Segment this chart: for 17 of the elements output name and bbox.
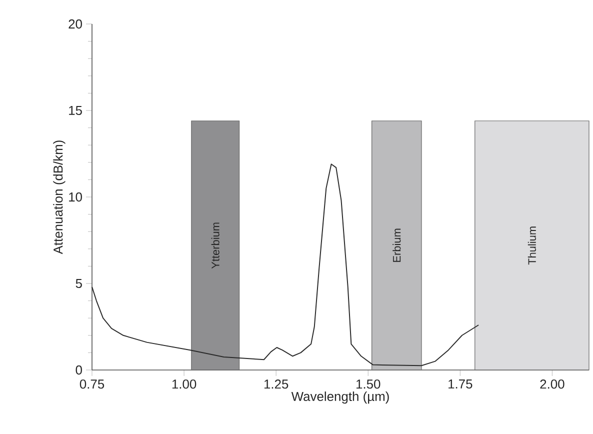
x-tick-label: 1.25 — [264, 380, 288, 389]
x-axis-title: Wavelength (µm) — [291, 392, 389, 404]
x-tick-label: 1.75 — [448, 380, 472, 389]
x-tick-label: 2.00 — [540, 380, 564, 389]
line-series — [92, 164, 480, 366]
y-tick-label: 5 — [76, 278, 82, 288]
band-label: Thulium — [528, 226, 536, 265]
x-tick-label: 1.50 — [356, 380, 380, 389]
y-tick-label: 20 — [68, 19, 82, 29]
y-axis-title: Attenuation (dB/km) — [53, 140, 66, 254]
y-tick-label: 15 — [69, 106, 82, 116]
y-tick-label: 10 — [69, 192, 82, 202]
x-tick-label: 0.75 — [80, 380, 104, 389]
x-tick-label: 1.00 — [172, 380, 196, 389]
y-tick-label: 0 — [76, 365, 82, 375]
band-label: Ytterbium — [211, 222, 220, 269]
band-label: Erbium — [392, 228, 401, 262]
